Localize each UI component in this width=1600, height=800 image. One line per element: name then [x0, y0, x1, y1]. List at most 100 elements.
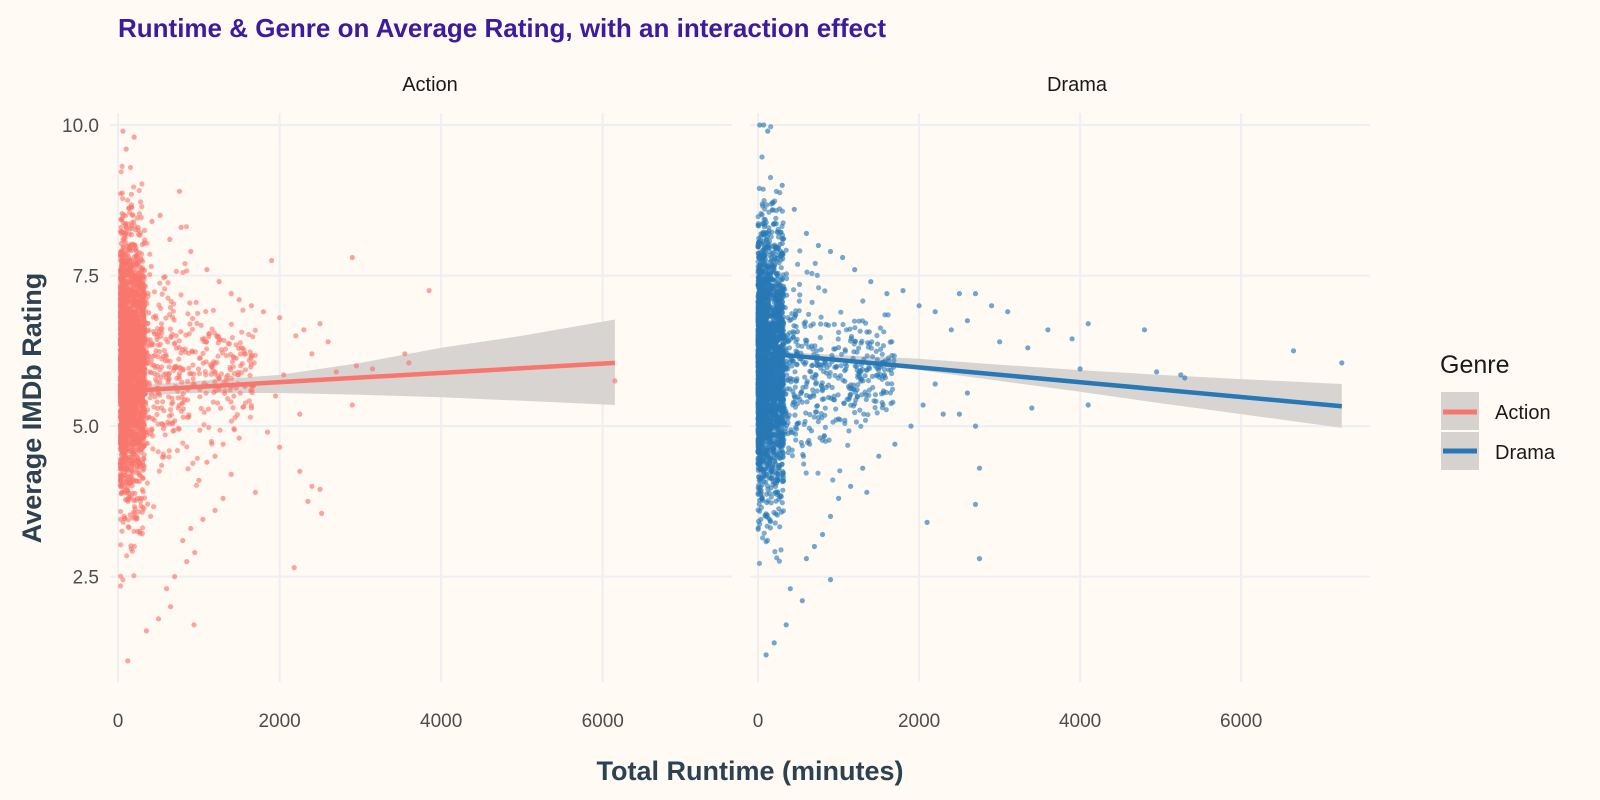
data-point-action: [162, 432, 168, 438]
data-point-action: [128, 457, 134, 464]
data-point-action: [131, 409, 137, 415]
data-point-action: [147, 342, 153, 348]
data-point-action: [187, 371, 193, 377]
data-point-action: [138, 215, 144, 221]
data-point-action: [198, 405, 204, 412]
data-point-action: [142, 300, 148, 306]
data-point-action: [188, 248, 194, 255]
data-point-action: [158, 305, 164, 311]
data-point-action: [122, 452, 128, 458]
data-point-action: [333, 369, 339, 375]
data-point-action: [180, 390, 186, 397]
data-point-action: [121, 212, 127, 218]
data-point-drama: [756, 185, 762, 191]
data-point-action: [132, 431, 138, 438]
data-point-action: [130, 351, 136, 357]
facet-panel-drama: Drama 0 2000 4000 6000: [750, 74, 1370, 732]
data-point-action: [204, 267, 210, 273]
data-point-action: [133, 313, 139, 319]
data-point-action: [194, 455, 200, 461]
data-point-action: [215, 353, 221, 359]
x-tick-label-action: 0: [113, 711, 124, 732]
data-point-action: [117, 445, 124, 451]
data-point-action: [297, 411, 303, 417]
data-point-action: [127, 392, 133, 398]
data-point-action: [133, 361, 139, 367]
data-point-action: [211, 330, 217, 336]
data-point-action: [188, 525, 194, 532]
data-point-action: [166, 454, 172, 460]
data-point-action: [197, 394, 203, 400]
data-point-action: [120, 268, 126, 274]
data-point-action: [147, 272, 153, 278]
facet-label-action: Action: [402, 74, 458, 96]
data-point-action: [156, 349, 162, 355]
data-point-action: [148, 263, 154, 270]
data-point-action: [269, 257, 275, 264]
data-point-action: [121, 412, 128, 418]
data-point-action: [149, 218, 155, 224]
data-point-action: [242, 367, 249, 373]
data-point-action: [139, 531, 145, 537]
data-point-action: [129, 490, 135, 496]
data-point-drama: [755, 214, 761, 220]
data-point-action: [118, 289, 124, 295]
data-point-action: [155, 372, 161, 378]
data-point-action: [229, 359, 236, 365]
data-point-action: [183, 332, 189, 338]
data-point-action: [139, 204, 145, 210]
data-point-action: [166, 377, 172, 383]
data-point-action: [120, 368, 126, 374]
data-point-drama: [777, 190, 783, 196]
data-point-action: [118, 216, 124, 223]
data-point-action: [144, 480, 150, 486]
data-point-action: [150, 314, 157, 320]
data-point-drama: [758, 516, 764, 523]
data-point-action: [160, 451, 166, 457]
data-point-action: [240, 307, 246, 313]
data-point-action: [145, 337, 151, 343]
data-point-action: [204, 459, 210, 465]
data-point-action: [131, 134, 137, 140]
data-point-drama: [768, 494, 774, 500]
data-point-action: [139, 487, 145, 493]
data-point-action: [222, 388, 228, 394]
data-point-action: [146, 414, 152, 420]
data-point-action: [129, 445, 135, 451]
data-point-drama: [780, 487, 786, 493]
data-point-action: [140, 434, 146, 441]
data-point-action: [160, 399, 166, 405]
data-point-action: [349, 402, 355, 408]
data-point-drama: [779, 500, 785, 506]
data-point-action: [161, 347, 167, 354]
data-point-action: [212, 507, 218, 513]
data-point-action: [120, 195, 126, 202]
data-point-action: [118, 437, 124, 443]
data-point-action: [118, 224, 124, 230]
data-point-action: [222, 346, 229, 352]
data-point-action: [146, 382, 152, 388]
data-point-action: [119, 481, 125, 487]
data-point-action: [230, 354, 236, 360]
data-point-action: [152, 364, 158, 371]
data-point-action: [128, 357, 134, 363]
data-point-action: [163, 336, 169, 342]
data-point-action: [230, 405, 236, 411]
data-point-action: [139, 322, 145, 329]
data-point-action: [131, 509, 137, 515]
data-point-action: [179, 379, 185, 385]
data-point-drama: [772, 198, 778, 204]
data-point-drama: [768, 201, 774, 207]
data-point-drama: [778, 492, 784, 499]
data-point-action: [146, 310, 152, 316]
data-point-action: [126, 494, 132, 500]
data-point-action: [151, 331, 158, 337]
data-point-action: [170, 399, 176, 405]
data-point-action: [138, 199, 144, 205]
data-point-action: [250, 334, 256, 340]
data-point-action: [195, 310, 201, 316]
data-point-action: [125, 403, 131, 409]
data-point-action: [195, 366, 202, 372]
data-point-action: [212, 453, 218, 459]
data-point-action: [214, 359, 220, 366]
